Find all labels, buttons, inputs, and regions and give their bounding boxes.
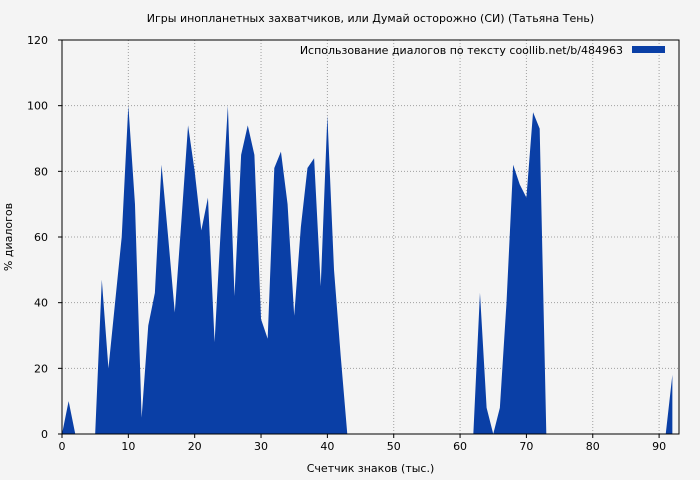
- legend-swatch: [632, 46, 665, 53]
- x-tick-label: 80: [586, 440, 600, 453]
- y-tick-label: 20: [34, 362, 48, 375]
- y-axis-label: % диалогов: [2, 203, 15, 271]
- y-tick-label: 100: [27, 100, 48, 113]
- x-tick-label: 40: [320, 440, 334, 453]
- x-tick-label: 20: [188, 440, 202, 453]
- x-tick-label: 10: [121, 440, 135, 453]
- x-tick-label: 0: [59, 440, 66, 453]
- x-tick-label: 50: [387, 440, 401, 453]
- chart-title: Игры инопланетных захватчиков, или Думай…: [147, 12, 594, 25]
- x-axis-label: Счетчик знаков (тыс.): [307, 462, 435, 475]
- x-tick-label: 60: [453, 440, 467, 453]
- legend-label: Использование диалогов по тексту coollib…: [300, 44, 623, 57]
- series-area: [62, 105, 673, 435]
- y-tick-label: 40: [34, 297, 48, 310]
- x-tick-label: 70: [519, 440, 533, 453]
- y-tick-label: 60: [34, 231, 48, 244]
- x-tick-label: 90: [652, 440, 666, 453]
- legend: Использование диалогов по тексту coollib…: [300, 44, 665, 57]
- series-areas: [62, 105, 673, 435]
- x-tick-label: 30: [254, 440, 268, 453]
- y-tick-label: 80: [34, 165, 48, 178]
- y-tick-label: 0: [41, 428, 48, 441]
- y-tick-label: 120: [27, 34, 48, 47]
- axis-ticks: 0 10 20 30 40 50 60 70 80 90 0 20 40 60 80 100 120: [27, 34, 666, 453]
